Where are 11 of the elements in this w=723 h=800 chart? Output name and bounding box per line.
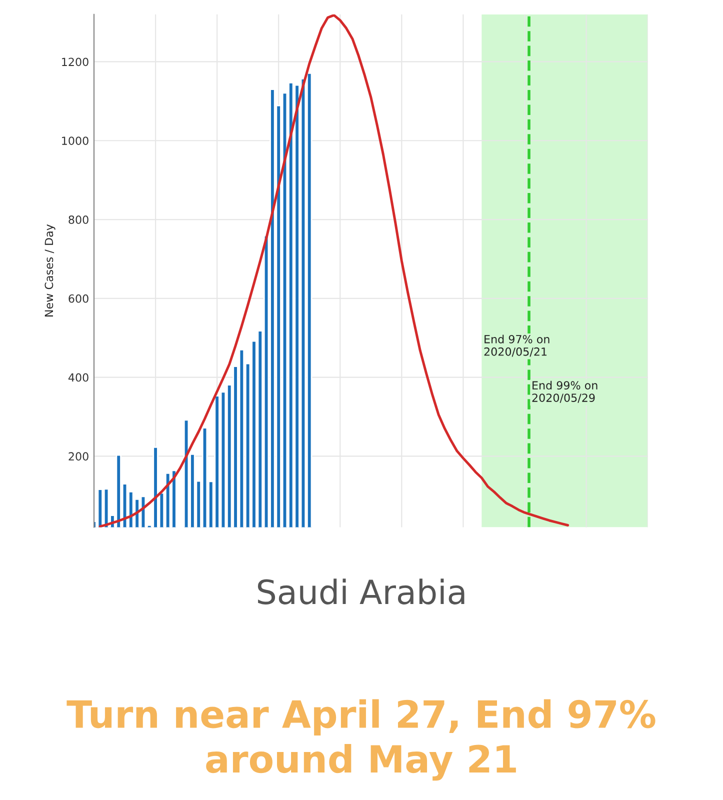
- y-axis-title: New Cases / Day: [44, 224, 56, 316]
- annotation: End 99% on 2020/05/29: [532, 380, 598, 403]
- y-tick-label: 1000: [62, 136, 88, 146]
- text: Turn near April 27, End 97% around May 21: [66, 699, 656, 781]
- y-tick-label: 200: [68, 452, 88, 461]
- y-tick-label: 1200: [62, 58, 88, 66]
- y-tick-label: 400: [68, 373, 88, 382]
- annotation: End 97% on 2020/05/21: [484, 334, 550, 357]
- text: Saudi Arabia: [258, 578, 464, 604]
- y-tick-label: 800: [68, 215, 88, 224]
- y-tick-label: 600: [68, 294, 88, 303]
